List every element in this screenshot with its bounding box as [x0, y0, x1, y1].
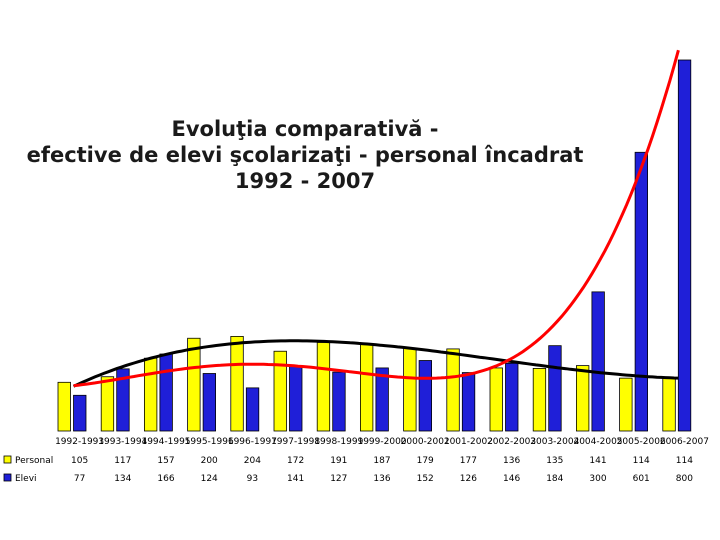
table-cell-elevi-1996-1997: 93 [247, 474, 258, 484]
table-cell-personal-2001-2002: 177 [460, 456, 477, 466]
category-label-1999-2000: 1999-2000 [357, 437, 406, 447]
chart-title-line-2: efective de elevi şcolarizaţi - personal… [26, 143, 584, 167]
category-label-2004-2005: 2004-2005 [573, 437, 622, 447]
bar-personal-2006-2007 [662, 377, 676, 432]
table-cell-personal-2003-2004: 135 [546, 456, 563, 466]
category-label-1996-1997: 1996-1997 [228, 437, 277, 447]
bar-elevi-2005-2006 [634, 151, 648, 432]
bar-elevi-2003-2004 [548, 345, 562, 432]
bar-personal-2001-2002 [446, 348, 460, 432]
chart-title-line-3: 1992 - 2007 [234, 169, 376, 193]
category-label-2002-2003: 2002-2003 [487, 437, 536, 447]
table-cell-personal-1999-2000: 187 [373, 456, 390, 466]
bar-personal-2004-2005 [576, 365, 590, 432]
table-cell-personal-1997-1998: 172 [287, 456, 304, 466]
table-cell-elevi-1993-1994: 134 [114, 474, 131, 484]
table-cell-elevi-1999-2000: 136 [373, 474, 390, 484]
bar-personal-1995-1996 [187, 337, 201, 432]
bar-personal-1993-1994 [100, 376, 115, 432]
table-cell-personal-1992-1993: 105 [71, 456, 88, 466]
bar-personal-1998-1999 [316, 342, 331, 432]
legend-swatch-personal [3, 455, 12, 464]
bar-elevi-1993-1994 [116, 368, 130, 432]
table-cell-elevi-2006-2007: 800 [676, 474, 693, 484]
category-label-1992-1993: 1992-1993 [55, 437, 104, 447]
bar-personal-1999-2000 [359, 343, 374, 432]
category-label-1995-1996: 1995-1996 [185, 437, 234, 447]
category-label-2005-2006: 2005-2006 [617, 437, 666, 447]
bar-personal-2002-2003 [489, 367, 503, 432]
table-cell-personal-1996-1997: 204 [244, 456, 261, 466]
category-label-2001-2002: 2001-2002 [444, 437, 493, 447]
trendline-personal [72, 339, 679, 388]
table-cell-personal-1995-1996: 200 [201, 456, 218, 466]
category-label-1994-1995: 1994-1995 [141, 437, 190, 447]
bar-elevi-2001-2002 [461, 372, 476, 432]
bar-personal-1994-1995 [143, 357, 158, 432]
table-cell-personal-1993-1994: 117 [114, 456, 131, 466]
category-label-1997-1998: 1997-1998 [271, 437, 320, 447]
category-label-2000-2001: 2000-2001 [401, 437, 450, 447]
table-cell-personal-2005-2006: 114 [633, 456, 650, 466]
category-label-2006-2007: 2006-2007 [660, 437, 709, 447]
table-cell-personal-2006-2007: 114 [676, 456, 693, 466]
category-label-2003-2004: 2003-2004 [530, 437, 579, 447]
bar-elevi-1994-1995 [159, 353, 173, 432]
table-cell-elevi-1998-1999: 127 [330, 474, 347, 484]
table-cell-elevi-2003-2004: 184 [546, 474, 563, 484]
bar-personal-1992-1993 [57, 381, 71, 432]
table-cell-personal-1998-1999: 191 [330, 456, 347, 466]
category-label-1998-1999: 1998-1999 [314, 437, 363, 447]
bar-elevi-1996-1997 [245, 387, 260, 432]
bar-elevi-2004-2005 [591, 291, 605, 432]
bar-elevi-1999-2000 [375, 367, 389, 432]
bar-elevi-1997-1998 [289, 365, 303, 432]
table-cell-elevi-1992-1993: 77 [74, 474, 85, 484]
bar-personal-2003-2004 [532, 367, 547, 432]
table-cell-elevi-2000-2001: 152 [417, 474, 434, 484]
bar-elevi-2002-2003 [505, 362, 519, 432]
table-cell-elevi-2005-2006: 601 [633, 474, 650, 484]
bar-elevi-1998-1999 [332, 371, 346, 432]
trendline-elevi [73, 49, 680, 388]
table-cell-elevi-2001-2002: 126 [460, 474, 477, 484]
legend-label-personal: Personal [15, 456, 53, 466]
table-cell-personal-1994-1995: 157 [157, 456, 174, 466]
bar-personal-2000-2001 [403, 347, 417, 432]
bar-elevi-2000-2001 [418, 360, 433, 432]
legend-label-elevi: Elevi [15, 474, 37, 484]
bar-elevi-1995-1996 [202, 373, 217, 432]
table-cell-personal-2000-2001: 179 [417, 456, 434, 466]
chart-title-line-1: Evoluţia comparativă - [171, 117, 439, 141]
bar-personal-1996-1997 [230, 335, 244, 432]
bar-elevi-1992-1993 [73, 394, 87, 432]
table-cell-elevi-1997-1998: 141 [287, 474, 304, 484]
bar-personal-1997-1998 [273, 350, 287, 432]
chart-title: Evoluţia comparativă - efective de elevi… [20, 116, 590, 194]
bar-elevi-2006-2007 [677, 59, 692, 432]
table-cell-personal-2004-2005: 141 [589, 456, 606, 466]
category-label-1993-1994: 1993-1994 [98, 437, 147, 447]
table-cell-elevi-1995-1996: 124 [201, 474, 218, 484]
table-cell-elevi-1994-1995: 166 [157, 474, 174, 484]
table-cell-personal-2002-2003: 136 [503, 456, 520, 466]
table-cell-elevi-2004-2005: 300 [589, 474, 606, 484]
legend-swatch-elevi [3, 473, 12, 482]
bar-personal-2005-2006 [619, 377, 633, 432]
table-cell-elevi-2002-2003: 146 [503, 474, 520, 484]
